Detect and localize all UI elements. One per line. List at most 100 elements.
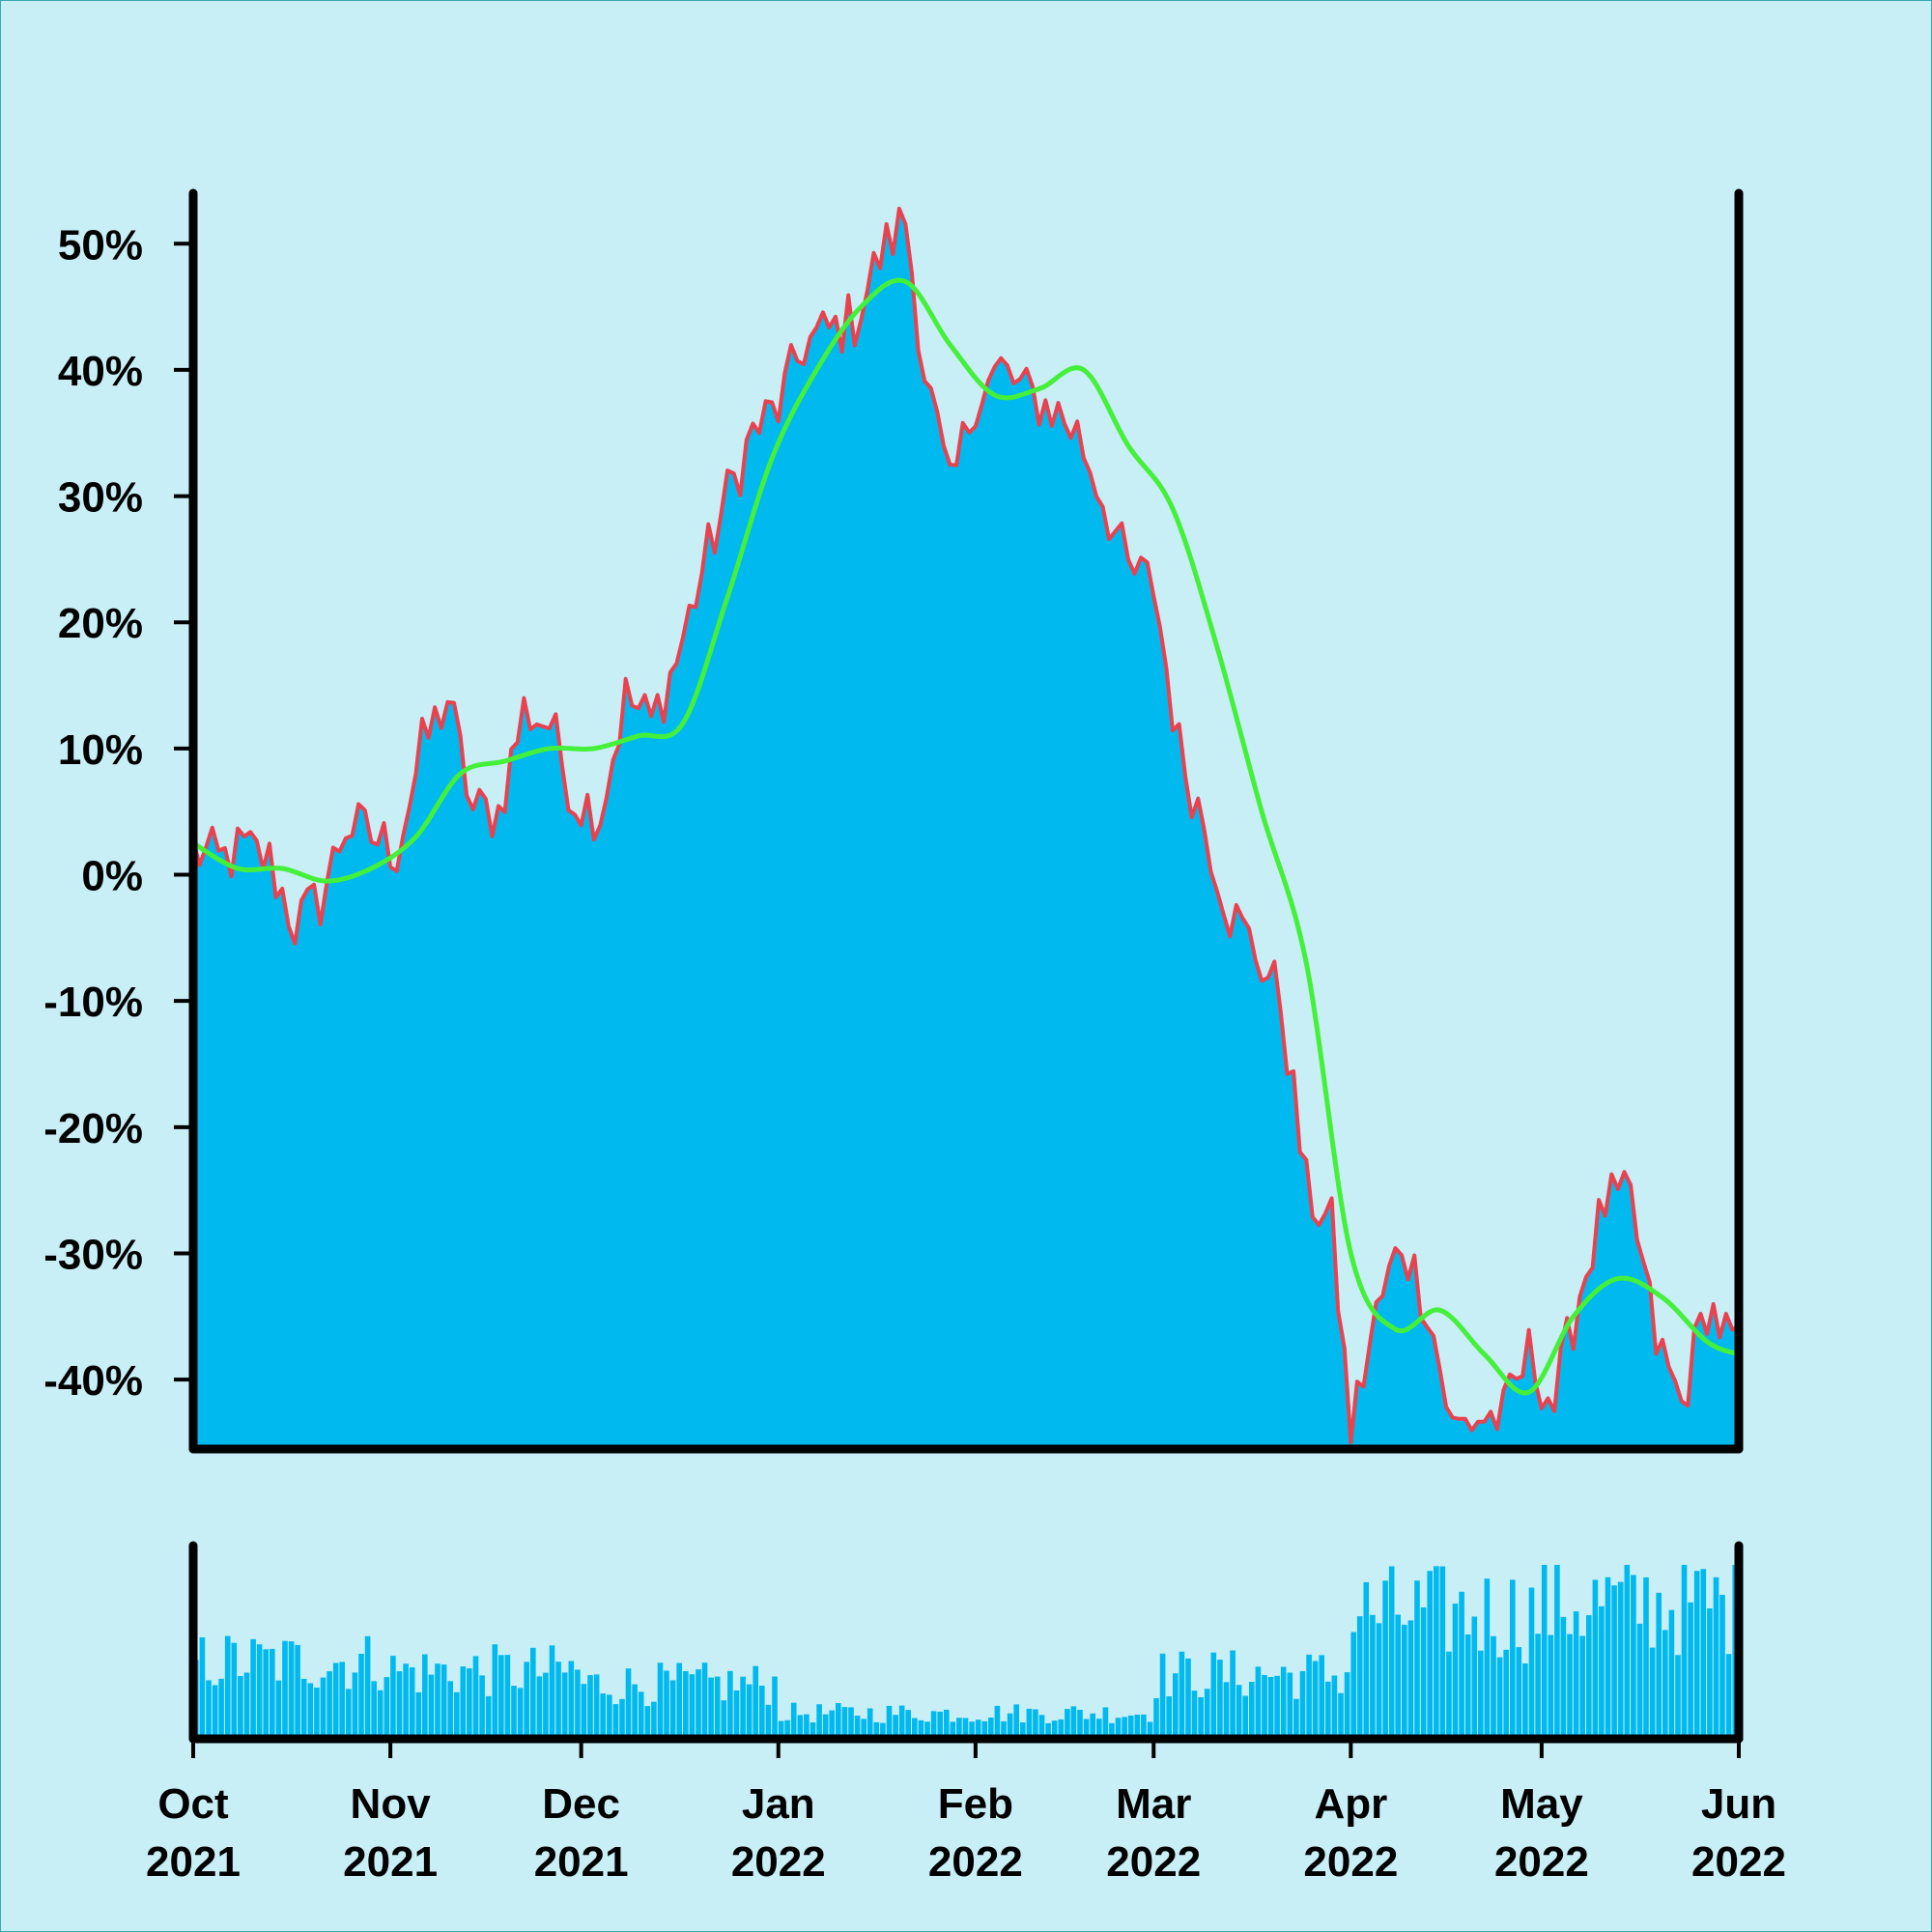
volume-bar — [575, 1669, 581, 1739]
volume-bar — [1344, 1672, 1350, 1739]
volume-bar — [1102, 1707, 1109, 1739]
volume-bar — [1267, 1677, 1274, 1739]
volume-bar — [307, 1683, 314, 1739]
volume-bar — [428, 1674, 435, 1739]
volume-bar — [1496, 1657, 1503, 1739]
volume-bar — [1376, 1623, 1382, 1739]
x-tick-label-month: Oct — [157, 1780, 229, 1828]
y-tick-label: 10% — [58, 726, 143, 774]
volume-bar — [880, 1722, 886, 1739]
volume-bar — [740, 1676, 746, 1739]
volume-bar — [1249, 1682, 1255, 1739]
x-tick-label-year: 2022 — [1691, 1838, 1786, 1886]
volume-bar — [1631, 1575, 1636, 1739]
volume-bar — [829, 1710, 835, 1739]
x-tick-label-month: Apr — [1314, 1780, 1387, 1828]
volume-bar — [1407, 1620, 1414, 1739]
volume-bar — [1077, 1710, 1083, 1739]
volume-bar — [1611, 1585, 1617, 1739]
volume-bar — [638, 1691, 644, 1739]
volume-bar — [1599, 1605, 1605, 1739]
volume-bar — [460, 1666, 467, 1739]
price-area — [193, 209, 1739, 1449]
volume-bar — [1065, 1709, 1070, 1739]
volume-bar — [1478, 1650, 1484, 1739]
volume-bar — [1191, 1690, 1198, 1739]
volume-bar — [810, 1722, 816, 1739]
volume-bar — [1262, 1675, 1267, 1739]
volume-bar — [1402, 1624, 1407, 1739]
volume-bar — [224, 1635, 231, 1739]
volume-bar — [1293, 1698, 1299, 1739]
volume-bar — [1223, 1682, 1230, 1739]
volume-bar — [1306, 1654, 1312, 1739]
volume-bar — [1141, 1714, 1147, 1739]
x-tick-label-month: Dec — [542, 1780, 620, 1828]
volume-bar — [1242, 1695, 1248, 1739]
volume-bar — [701, 1662, 708, 1739]
volume-bar — [568, 1661, 575, 1739]
volume-bar — [1058, 1719, 1065, 1739]
volume-bar — [1464, 1634, 1471, 1739]
volume-bar — [1516, 1647, 1522, 1739]
volume-bar — [1573, 1611, 1579, 1739]
volume-bar — [1045, 1722, 1051, 1739]
volume-bar — [472, 1656, 479, 1739]
volume-bar — [1312, 1661, 1319, 1739]
volume-bar — [1439, 1566, 1446, 1739]
volume-bar — [517, 1688, 524, 1739]
volume-bar — [1541, 1565, 1548, 1739]
volume-bar — [886, 1705, 893, 1739]
volume-bar — [1096, 1719, 1102, 1739]
x-tick-label-year: 2021 — [534, 1838, 629, 1886]
volume-bar — [1579, 1635, 1585, 1739]
volume-bar — [1083, 1719, 1090, 1739]
volume-bar — [822, 1714, 829, 1739]
volume-bar — [415, 1691, 422, 1739]
volume-bar — [1434, 1566, 1439, 1739]
y-tick-label: -40% — [43, 1357, 143, 1405]
volume-bar — [924, 1721, 930, 1739]
volume-bar — [206, 1680, 212, 1739]
x-tick-label-month: Jan — [742, 1780, 815, 1828]
volume-bar — [1179, 1651, 1185, 1739]
volume-bar — [1548, 1634, 1554, 1739]
x-tick-label-year: 2022 — [928, 1838, 1023, 1886]
volume-bar — [746, 1684, 753, 1739]
volume-bar — [1522, 1663, 1528, 1739]
volume-bar — [784, 1719, 790, 1739]
volume-bar — [332, 1662, 339, 1739]
volume-bar — [384, 1677, 390, 1739]
volume-bar — [600, 1693, 606, 1739]
volume-bar — [1033, 1709, 1038, 1739]
volume-bar — [440, 1664, 447, 1739]
volume-bar — [543, 1672, 549, 1739]
volume-bar — [1713, 1577, 1719, 1739]
volume-bar — [300, 1678, 307, 1739]
volume-bar — [733, 1690, 740, 1739]
moving-average-line — [191, 277, 1740, 1396]
volume-bar — [1693, 1571, 1700, 1739]
y-axis: 50% 40% 30% 20% 10% 0% -10% -20% -30% -40% — [43, 221, 193, 1405]
volume-bar — [893, 1715, 898, 1739]
volume-bar — [848, 1707, 854, 1739]
volume-bar — [364, 1635, 371, 1739]
volume-bar — [485, 1695, 492, 1739]
volume-bar — [1217, 1660, 1223, 1739]
volume-bar — [651, 1701, 657, 1739]
volume-bar — [212, 1685, 218, 1739]
volume-bar — [981, 1720, 988, 1739]
volume-bar — [898, 1705, 905, 1739]
volume-bar — [1395, 1614, 1401, 1739]
volume-bar — [1147, 1721, 1153, 1739]
volume-bar — [218, 1678, 224, 1739]
volume-bar — [676, 1662, 682, 1739]
volume-bar — [1656, 1592, 1662, 1739]
y-tick-label: 20% — [58, 600, 143, 647]
volume-bar — [536, 1676, 543, 1739]
volume-bar — [1051, 1720, 1058, 1739]
volume-bar — [295, 1644, 300, 1739]
volume-bar — [1127, 1715, 1134, 1739]
volume-bar — [467, 1668, 472, 1739]
